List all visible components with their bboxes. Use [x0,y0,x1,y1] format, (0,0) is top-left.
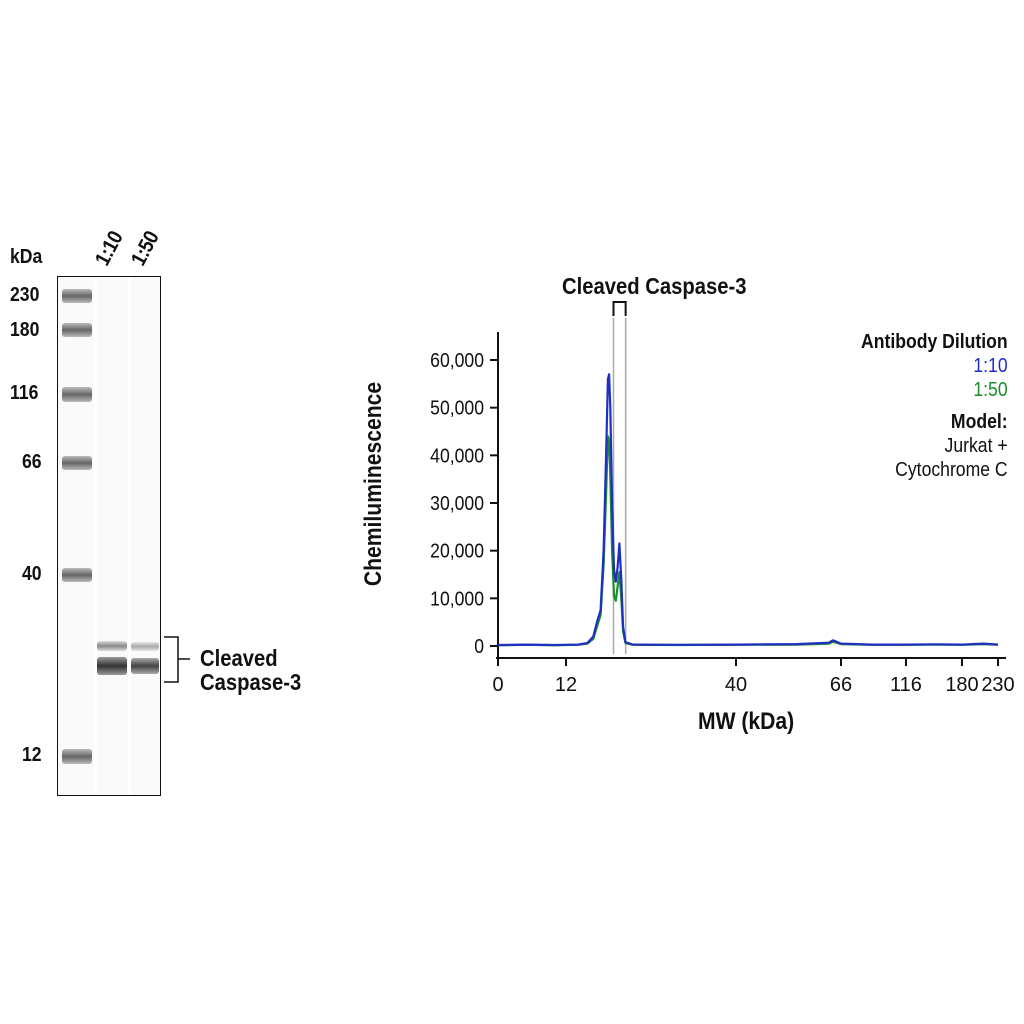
gel-image [57,276,161,796]
y-tick-label: 60,000 [430,349,484,371]
x-tick-label: 12 [555,674,577,696]
lane1-main-band [97,657,127,675]
ladder-band-12 [62,749,92,764]
ladder-band-116 [62,387,92,402]
marker-label-12: 12 [22,744,42,766]
x-tick-label: 116 [890,674,922,696]
y-tick-label: 10,000 [430,587,484,609]
x-tick-label: 230 [981,674,1014,696]
legend-entry-1-10: 1:10 [973,355,1008,377]
kda-unit-label: kDa [10,246,43,268]
lane-divider [94,277,97,795]
marker-label-230: 230 [10,284,40,306]
x-tick-label: 66 [830,674,852,696]
gel-band-label-line2: Caspase-3 [200,669,302,695]
x-axis-label: MW (kDa) [698,708,795,735]
chart-title: Cleaved Caspase-3 [562,273,747,299]
marker-label-116: 116 [10,382,39,404]
legend-title: Antibody Dilution [861,331,1008,353]
marker-label-40: 40 [22,563,42,585]
y-tick-label: 30,000 [430,492,484,514]
legend-model-title: Model: [951,411,1008,433]
y-tick-label: 20,000 [430,540,484,562]
ladder-band-230 [62,289,92,303]
legend-entry-1-50: 1:50 [973,379,1008,401]
series-line-1-10 [497,373,999,647]
legend-model-line2: Cytochrome C [895,459,1008,481]
x-tick-label: 180 [945,674,978,696]
ladder-band-180 [62,323,92,337]
legend-model-line1: Jurkat + [944,435,1008,457]
y-axis-label: Chemiluminescence [360,381,387,587]
lane2-upper-band [131,642,159,651]
ladder-band-66 [62,456,92,470]
lane1-upper-band [97,641,127,651]
ladder-band-40 [62,568,92,582]
gel-band-bracket [164,636,190,683]
y-tick-label: 0 [474,635,484,657]
y-tick-label: 40,000 [430,444,484,466]
y-tick-label: 50,000 [430,397,484,419]
x-tick-label: 40 [725,674,747,696]
gel-band-label-line1: Cleaved [200,645,278,671]
marker-label-66: 66 [22,451,42,473]
marker-label-180: 180 [10,319,40,341]
lane-divider [128,277,131,795]
x-tick-label: 0 [492,674,503,696]
peak-window-bracket [612,301,627,316]
chart-legend: Antibody Dilution 1:10 1:50 Model: Jurka… [861,330,1008,482]
lane2-main-band [131,658,159,674]
